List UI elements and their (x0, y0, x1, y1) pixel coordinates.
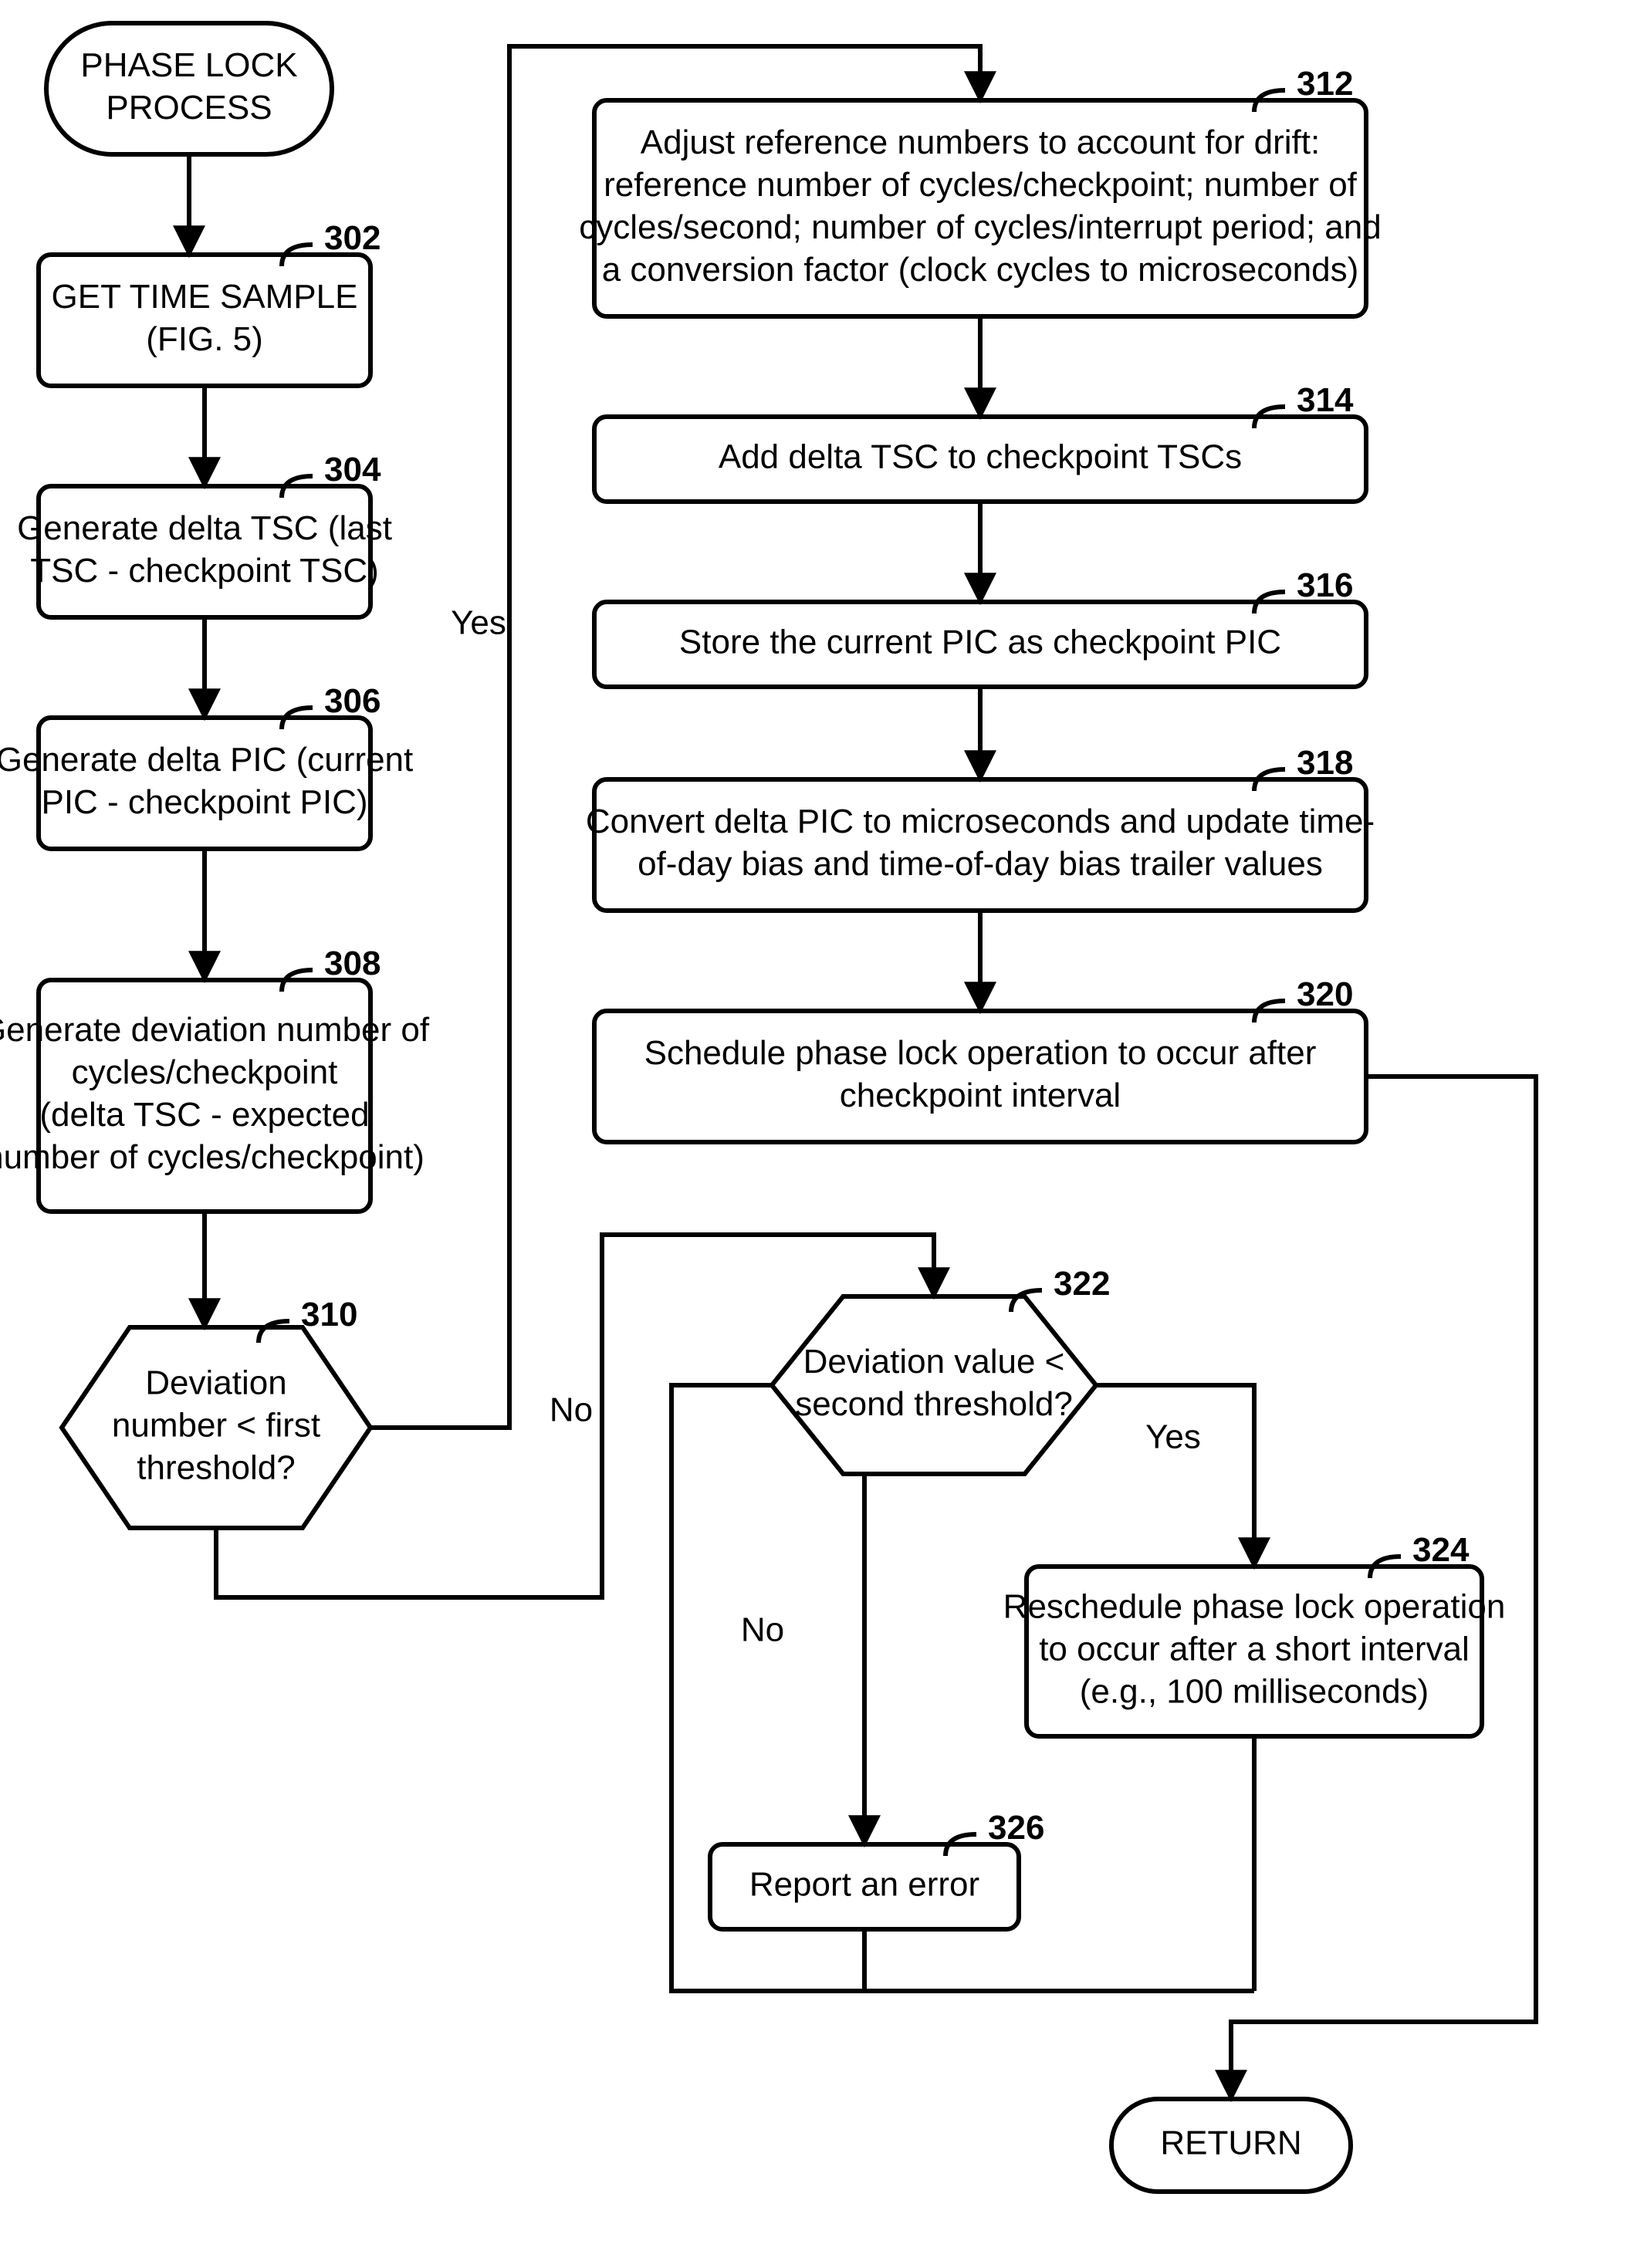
edge-label-5: Yes (451, 604, 506, 642)
svg-text:number < first: number < first (112, 1407, 320, 1445)
svg-text:Generate deviation number of: Generate deviation number of (0, 1011, 430, 1049)
svg-text:PHASE LOCK: PHASE LOCK (80, 46, 297, 84)
svg-text:324: 324 (1412, 1531, 1470, 1569)
svg-text:PROCESS: PROCESS (106, 89, 272, 127)
svg-text:318: 318 (1297, 744, 1353, 782)
svg-text:322: 322 (1054, 1265, 1110, 1303)
svg-text:(e.g., 100 milliseconds): (e.g., 100 milliseconds) (1080, 1673, 1429, 1711)
svg-text:of-day bias and time-of-day bi: of-day bias and time-of-day bias trailer… (638, 845, 1323, 883)
svg-text:Deviation: Deviation (145, 1364, 286, 1402)
svg-text:Add delta TSC to checkpoint TS: Add delta TSC to checkpoint TSCs (719, 438, 1242, 476)
svg-text:threshold?: threshold? (137, 1449, 295, 1487)
edge-12 (1096, 1385, 1254, 1567)
svg-text:302: 302 (324, 219, 381, 257)
svg-text:Adjust reference numbers to ac: Adjust reference numbers to account for … (641, 123, 1320, 161)
svg-text:PIC - checkpoint PIC): PIC - checkpoint PIC) (41, 783, 367, 821)
svg-text:308: 308 (324, 945, 381, 982)
svg-text:Deviation value <: Deviation value < (803, 1343, 1065, 1381)
svg-text:cycles/checkpoint: cycles/checkpoint (72, 1053, 338, 1091)
svg-text:a conversion factor (clock cyc: a conversion factor (clock cycles to mic… (602, 251, 1359, 289)
svg-text:reference number of cycles/che: reference number of cycles/checkpoint; n… (604, 166, 1358, 204)
svg-text:GET TIME SAMPLE: GET TIME SAMPLE (52, 278, 358, 316)
svg-text:320: 320 (1297, 975, 1353, 1013)
svg-text:326: 326 (988, 1809, 1044, 1847)
svg-text:number of cycles/checkpoint): number of cycles/checkpoint) (0, 1138, 425, 1176)
svg-text:Generate delta TSC (last: Generate delta TSC (last (17, 509, 392, 547)
svg-text:to occur after a short interva: to occur after a short interval (1039, 1631, 1470, 1668)
svg-text:Schedule phase lock operation: Schedule phase lock operation to occur a… (644, 1034, 1317, 1072)
svg-text:316: 316 (1297, 566, 1353, 604)
svg-text:304: 304 (324, 451, 381, 488)
edge-label-13: No (741, 1611, 784, 1649)
svg-text:Report an error: Report an error (749, 1866, 979, 1904)
edge-label-12: Yes (1145, 1418, 1201, 1456)
svg-text:(FIG. 5): (FIG. 5) (146, 320, 263, 358)
svg-text:Convert delta PIC to microseco: Convert delta PIC to microseconds and up… (586, 803, 1375, 840)
svg-text:Generate delta PIC (current: Generate delta PIC (current (0, 741, 413, 779)
svg-text:RETURN: RETURN (1160, 2124, 1301, 2162)
svg-text:306: 306 (324, 682, 381, 720)
edge-label-6: No (550, 1391, 593, 1429)
svg-text:TSC - checkpoint TSC): TSC - checkpoint TSC) (30, 552, 379, 590)
svg-text:Store the current PIC as check: Store the current PIC as checkpoint PIC (679, 624, 1281, 661)
svg-text:314: 314 (1297, 381, 1354, 419)
svg-text:cycles/second; number of cycle: cycles/second; number of cycles/interrup… (579, 208, 1381, 246)
svg-text:(delta TSC - expected: (delta TSC - expected (39, 1096, 369, 1134)
svg-text:310: 310 (301, 1296, 357, 1333)
svg-text:checkpoint interval: checkpoint interval (840, 1077, 1121, 1114)
svg-text:312: 312 (1297, 65, 1353, 103)
svg-text:second threshold?: second threshold? (795, 1385, 1073, 1423)
svg-text:Reschedule phase lock operatio: Reschedule phase lock operation (1003, 1588, 1506, 1626)
